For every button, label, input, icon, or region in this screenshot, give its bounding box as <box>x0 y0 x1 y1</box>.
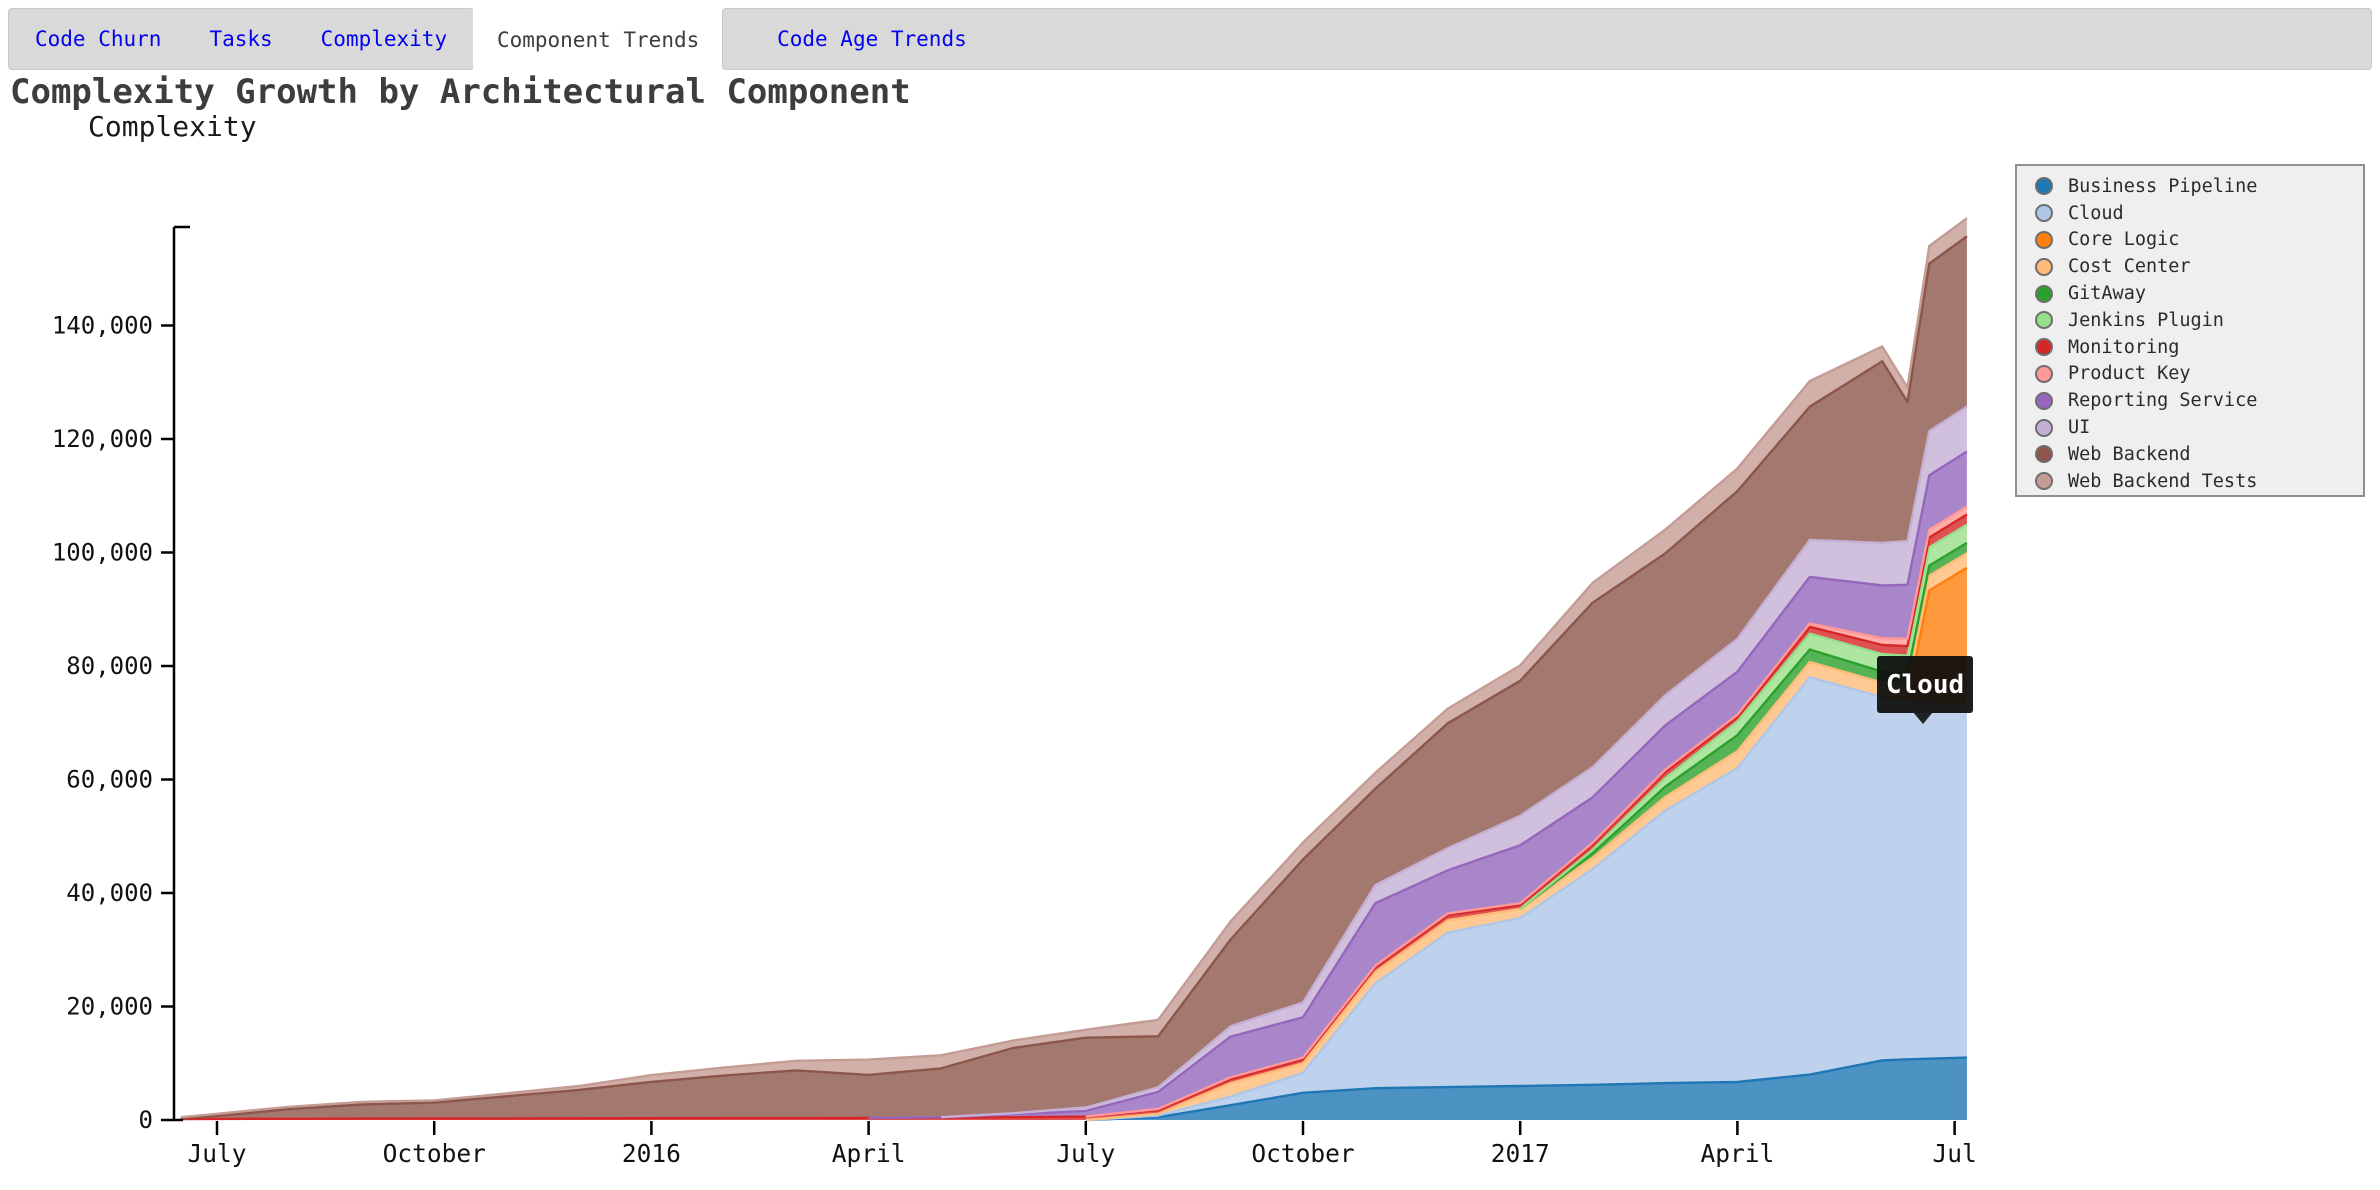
legend-item-label: Business Pipeline <box>2068 175 2258 197</box>
legend-item: Web Backend Tests <box>2035 468 2363 495</box>
tab-group-right: Code Age Trends <box>722 8 2372 70</box>
x-tick-label: July <box>187 1139 246 1168</box>
tab-group-left: Code Churn Tasks Complexity <box>8 8 475 70</box>
x-tick-label: April <box>1701 1139 1775 1168</box>
legend-item: Reporting Service <box>2035 387 2363 414</box>
legend-swatch-icon <box>2035 338 2053 357</box>
legend-swatch-icon <box>2035 418 2053 437</box>
area-band-ui[interactable] <box>180 406 1967 1120</box>
legend-item: Cloud <box>2035 200 2363 227</box>
legend-item: Cost Center <box>2035 253 2363 280</box>
area-line-gitaway <box>1519 541 1968 910</box>
tab-code-age-trends[interactable]: Code Age Trends <box>777 27 967 51</box>
legend-item-label: Cloud <box>2068 202 2124 224</box>
x-tick-label: 2016 <box>622 1139 681 1168</box>
area-band-web-backend[interactable] <box>180 236 1967 1120</box>
legend-item: Product Key <box>2035 361 2363 388</box>
x-tick-label: October <box>383 1139 486 1168</box>
y-tick-label: 100,000 <box>52 539 153 567</box>
axes <box>161 225 1956 1135</box>
y-tick-label: 40,000 <box>66 879 153 907</box>
legend-swatch-icon <box>2035 364 2053 383</box>
legend-item-label: Monitoring <box>2068 336 2180 358</box>
legend-item-label: Jenkins Plugin <box>2068 309 2224 331</box>
x-tick-label: April <box>832 1139 906 1168</box>
area-line-jenkins-plugin <box>1519 523 1968 910</box>
legend-item: UI <box>2035 414 2363 441</box>
legend-item-label: UI <box>2068 417 2091 439</box>
area-line-product-key <box>1085 505 1968 1118</box>
x-tick-label: Jul <box>1932 1139 1976 1168</box>
legend-item-label: Core Logic <box>2068 229 2180 251</box>
legend-swatch-icon <box>2035 257 2053 276</box>
tab-complexity[interactable]: Complexity <box>320 27 448 51</box>
area-band-cloud[interactable] <box>180 677 1967 1120</box>
tooltip-label: Cloud <box>1885 669 1965 700</box>
area-band-reporting-service[interactable] <box>180 451 1967 1120</box>
y-tick-label: 80,000 <box>66 652 153 680</box>
tooltip-caret-icon <box>1913 712 1933 724</box>
legend: Business Pipeline Cloud Core Logic Cost Cen… <box>2015 164 2365 497</box>
legend-swatch-icon <box>2035 230 2053 249</box>
area-line-reporting-service <box>868 450 1968 1120</box>
area-line-web-backend-tests <box>180 217 1968 1119</box>
area-band-business-pipeline[interactable] <box>180 1057 1967 1120</box>
x-tick-label: July <box>1056 1139 1115 1168</box>
area-line-ui <box>940 405 1968 1119</box>
y-tick-label: 120,000 <box>52 425 153 453</box>
legend-swatch-icon <box>2035 204 2053 223</box>
legend-item: Business Pipeline <box>2035 173 2363 200</box>
tab-code-churn[interactable]: Code Churn <box>35 27 162 51</box>
legend-item-label: Cost Center <box>2068 256 2191 278</box>
tab-bar: Code Churn Tasks Complexity Component Tr… <box>8 8 2372 72</box>
tab-group-active: Component Trends <box>472 8 724 72</box>
y-tick-label: 20,000 <box>66 993 153 1021</box>
legend-item-label: Reporting Service <box>2068 390 2258 412</box>
y-tick-label: 0 <box>139 1106 153 1134</box>
area-line-web-backend <box>180 235 1968 1120</box>
tab-tasks[interactable]: Tasks <box>209 27 273 51</box>
x-tick-label: October <box>1251 1139 1354 1168</box>
legend-swatch-icon <box>2035 177 2053 196</box>
y-tick-label: 60,000 <box>66 766 153 794</box>
legend-swatch-icon <box>2035 311 2053 330</box>
legend-item: Monitoring <box>2035 334 2363 361</box>
area-line-business-pipeline <box>1085 1056 1967 1122</box>
legend-swatch-icon <box>2035 472 2053 491</box>
legend-item-label: GitAway <box>2068 283 2146 305</box>
y-axis-title: Complexity <box>88 110 257 143</box>
legend-swatch-icon <box>2035 391 2053 410</box>
legend-item-label: Product Key <box>2068 363 2191 385</box>
legend-item: GitAway <box>2035 280 2363 307</box>
legend-item: Jenkins Plugin <box>2035 307 2363 334</box>
page-title: Complexity Growth by Architectural Compo… <box>10 72 911 112</box>
legend-swatch-icon <box>2035 445 2053 464</box>
legend-swatch-icon <box>2035 284 2053 303</box>
legend-item: Web Backend <box>2035 441 2363 468</box>
y-tick-label: 140,000 <box>52 312 153 340</box>
legend-item-label: Web Backend <box>2068 443 2191 465</box>
tab-component-trends[interactable]: Component Trends <box>472 9 724 71</box>
legend-item-label: Web Backend Tests <box>2068 470 2258 492</box>
x-tick-label: 2017 <box>1491 1139 1550 1168</box>
tooltip: Cloud <box>1877 656 1973 713</box>
legend-item: Core Logic <box>2035 227 2363 254</box>
